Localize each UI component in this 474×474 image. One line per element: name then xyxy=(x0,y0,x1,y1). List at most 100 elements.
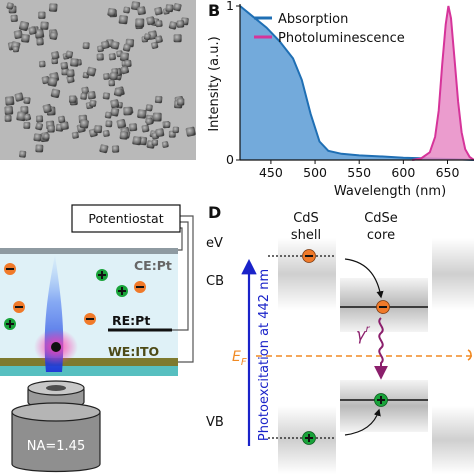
nanocrystal xyxy=(154,6,163,16)
nanocrystal xyxy=(60,61,69,70)
nanocrystal xyxy=(185,126,196,137)
nanocrystal xyxy=(36,38,44,46)
nanocrystal xyxy=(137,109,147,119)
nanocrystal xyxy=(143,33,151,41)
nanocrystal xyxy=(19,150,27,158)
nanocrystal xyxy=(4,106,14,115)
nanocrystal xyxy=(155,20,163,28)
nanocrystal xyxy=(99,144,109,154)
fermi-label: EF xyxy=(232,349,247,368)
y-tick-label: 1 xyxy=(226,0,234,13)
nanocrystal xyxy=(116,118,127,129)
nanocrystal xyxy=(165,4,174,13)
potentiostat-box xyxy=(71,204,181,233)
wire-we xyxy=(178,215,194,363)
nanocrystal xyxy=(38,60,46,68)
nanocrystal xyxy=(23,97,31,104)
nanocrystal xyxy=(35,144,44,153)
nanocrystal xyxy=(151,139,159,146)
electron-transfer-arrow xyxy=(344,258,384,299)
series-area-photoluminescence xyxy=(412,6,474,160)
nanocrystal xyxy=(135,18,145,28)
nanocrystal xyxy=(96,53,104,61)
legend-label-photoluminescence: Photoluminescence xyxy=(278,31,405,46)
nanocrystal xyxy=(101,40,110,50)
series-line-photoluminescence xyxy=(412,5,474,161)
nanocrystal xyxy=(107,7,117,17)
nanocrystal xyxy=(66,69,75,78)
nanocrystal xyxy=(40,21,49,30)
nanocrystal xyxy=(33,133,42,142)
nanocrystal xyxy=(66,75,75,84)
nanocrystal xyxy=(151,41,159,49)
nanocrystal xyxy=(79,119,89,129)
ions xyxy=(4,263,146,330)
quantum-dot xyxy=(51,342,61,352)
nanocrystal xyxy=(103,73,110,80)
nanocrystal xyxy=(65,50,74,59)
radiative-recombination-arrow xyxy=(374,317,388,380)
nanocrystal xyxy=(124,59,132,68)
nanocrystal xyxy=(154,95,163,104)
series-line-absorption xyxy=(239,5,474,161)
nanocrystal xyxy=(168,21,178,30)
y-axis-label: Intensity (a.u.) xyxy=(207,36,222,131)
cb-label: CB xyxy=(206,274,224,289)
y-tick-label: 0 xyxy=(226,152,234,167)
nanocrystal xyxy=(141,124,150,133)
nanocrystal xyxy=(110,40,120,50)
nanocrystal xyxy=(28,26,37,35)
nanocrystal xyxy=(113,87,123,97)
cdse-label-line2: core xyxy=(367,228,395,243)
x-tick-label: 500 xyxy=(303,165,327,180)
nanocrystal xyxy=(161,141,169,148)
nanocrystal xyxy=(137,6,146,16)
nanocrystal xyxy=(50,88,61,98)
objective-lens xyxy=(11,380,101,473)
nanocrystal xyxy=(82,42,90,50)
nanocrystal xyxy=(19,21,29,31)
nanocrystal xyxy=(119,131,129,140)
nanocrystal xyxy=(118,15,128,25)
nanocrystal xyxy=(123,6,131,14)
nanocrystal xyxy=(58,115,66,123)
vb-label: VB xyxy=(206,415,224,430)
ev-label: eV xyxy=(206,236,223,251)
legend-label-absorption: Absorption xyxy=(278,12,348,27)
nanocrystal xyxy=(81,86,90,95)
nanocrystal xyxy=(41,76,50,85)
right-vb-block xyxy=(432,406,474,474)
nanocrystal xyxy=(120,65,130,75)
panel-label-d: D xyxy=(208,203,221,222)
nanocrystal xyxy=(102,130,110,137)
series-area-absorption xyxy=(240,6,474,160)
spectra-chart: B 450 500 550 600 650 0 1 Intensity (a.u.) Wav… xyxy=(207,0,474,199)
nanocrystal xyxy=(89,99,97,107)
nanocrystal xyxy=(71,131,79,139)
cds-cb-block xyxy=(278,238,336,310)
nanocrystal xyxy=(47,76,58,87)
cds-label-line2: shell xyxy=(291,228,321,243)
nanocrystal xyxy=(4,114,12,122)
nanocrystal xyxy=(176,20,185,28)
photoexcitation-label: Photoexcitation at 442 nm xyxy=(257,269,272,441)
nanocrystal xyxy=(70,58,79,67)
counter-electrode xyxy=(0,248,178,254)
nanocrystal xyxy=(42,103,52,114)
nanocrystal xyxy=(120,52,129,62)
x-tick-label: 550 xyxy=(347,165,371,180)
nanocrystal xyxy=(105,120,113,128)
nanocrystal xyxy=(172,126,180,134)
electrolyte xyxy=(0,252,178,366)
nanocrystal xyxy=(146,16,156,26)
ito-layer xyxy=(0,358,178,366)
nanocrystal xyxy=(49,31,58,40)
nanocrystal xyxy=(35,115,44,123)
tem-image xyxy=(0,0,196,160)
nanocrystal xyxy=(129,123,138,132)
nanocrystal xyxy=(108,53,116,61)
nanocrystal xyxy=(132,136,142,146)
nanocrystal xyxy=(123,106,132,116)
nanocrystal xyxy=(34,28,45,39)
